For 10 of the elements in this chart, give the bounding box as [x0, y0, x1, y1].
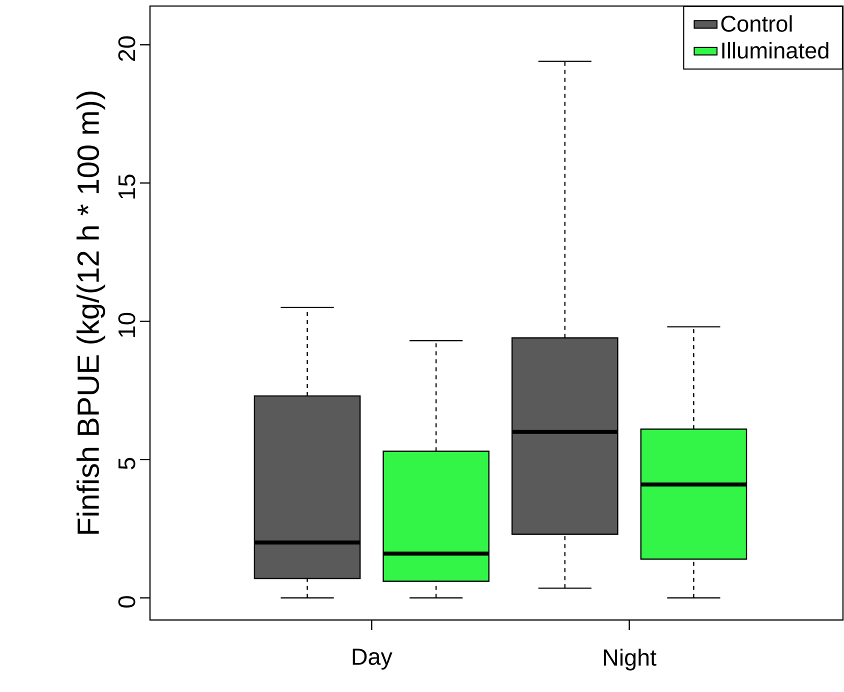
y-tick-label: 5 [118, 458, 136, 470]
legend-label: Control [721, 15, 792, 32]
y-tick-label: 10 [118, 312, 136, 337]
legend-label: Illuminated [722, 42, 828, 59]
y-tick-label: 0 [118, 596, 136, 608]
y-tick-label: 20 [118, 36, 136, 61]
y-tick-label: 15 [118, 174, 136, 199]
x-tick-label: Night [604, 648, 656, 670]
y-axis-title: Finfish BPUE (kg/(12 h * 100 m)) [76, 92, 106, 534]
x-tick-label: Day [352, 648, 392, 670]
